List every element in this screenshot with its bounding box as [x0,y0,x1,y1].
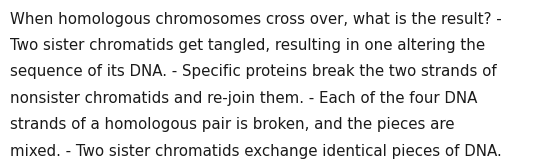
Text: When homologous chromosomes cross over, what is the result? -: When homologous chromosomes cross over, … [10,12,502,27]
Text: sequence of its DNA. - Specific proteins break the two strands of: sequence of its DNA. - Specific proteins… [10,64,497,79]
Text: mixed. - Two sister chromatids exchange identical pieces of DNA.: mixed. - Two sister chromatids exchange … [10,144,502,159]
Text: strands of a homologous pair is broken, and the pieces are: strands of a homologous pair is broken, … [10,117,455,132]
Text: nonsister chromatids and re-join them. - Each of the four DNA: nonsister chromatids and re-join them. -… [10,91,478,106]
Text: Two sister chromatids get tangled, resulting in one altering the: Two sister chromatids get tangled, resul… [10,38,485,53]
